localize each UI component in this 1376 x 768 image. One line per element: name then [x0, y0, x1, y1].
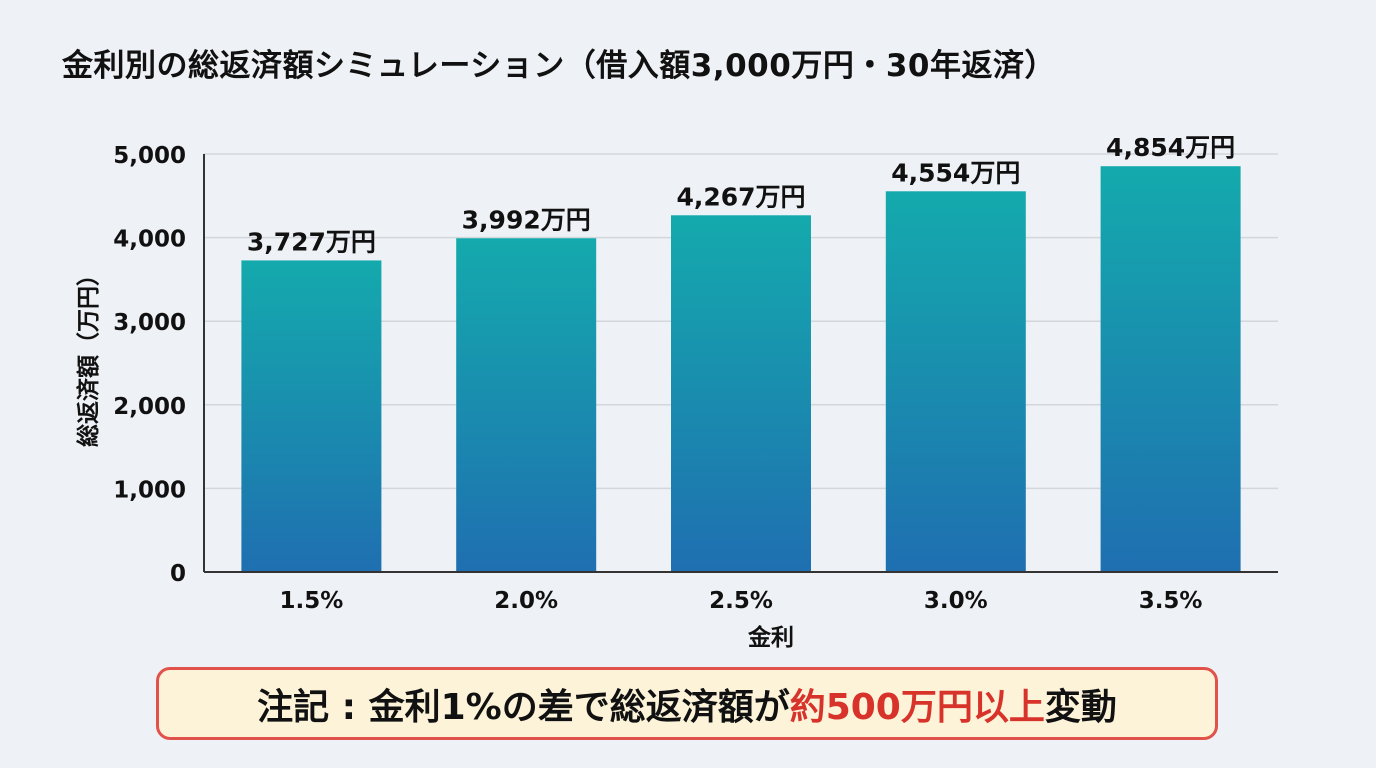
bar-2.0%	[456, 238, 597, 572]
y-axis-label: 総返済額（万円）	[75, 263, 102, 447]
x-axis-label: 金利	[747, 624, 794, 651]
y-tick-label: 5,000	[113, 143, 186, 169]
chart-title: 金利別の総返済額シミュレーション（借入額3,000万円・30年返済）	[62, 48, 1056, 84]
y-tick-label: 0	[170, 561, 186, 587]
data-label: 3,727万円	[247, 227, 376, 256]
x-tick-label: 2.5%	[709, 588, 773, 614]
bars	[241, 166, 1241, 573]
data-label: 3,992万円	[462, 205, 591, 234]
x-tick-label: 3.0%	[924, 588, 988, 614]
note-box: 注記 : 金利1%の差で総返済額が 約500万円以上 変動	[156, 667, 1218, 740]
note-prefix: 注記 : 金利1%の差で総返済額が	[257, 686, 790, 728]
axes	[203, 154, 1278, 573]
x-tick-label: 1.5%	[280, 588, 344, 614]
data-label: 4,554万円	[891, 158, 1020, 187]
bar-1.5%	[241, 260, 382, 572]
bar-chart: 0 1,000 2,000 3,000 4,000 5,000 3,727万円 1.5% 3,9…	[75, 133, 1278, 651]
y-tick-label: 2,000	[113, 394, 186, 420]
y-tick-label: 1,000	[113, 477, 186, 503]
data-label: 4,854万円	[1106, 133, 1235, 162]
y-tick-label: 4,000	[113, 227, 186, 253]
x-tick-label: 2.0%	[494, 588, 558, 614]
data-label: 4,267万円	[676, 182, 805, 211]
x-tick-label: 3.5%	[1139, 588, 1203, 614]
bar-2.5%	[671, 215, 811, 572]
bar-3.0%	[885, 191, 1026, 573]
note-highlight: 約500万円以上	[789, 686, 1045, 728]
labels: 0 1,000 2,000 3,000 4,000 5,000 3,727万円 1.5% 3,9…	[75, 133, 1235, 651]
bar-3.5%	[1100, 166, 1241, 572]
note-suffix: 変動	[1044, 686, 1117, 728]
y-tick-label: 3,000	[113, 310, 186, 336]
